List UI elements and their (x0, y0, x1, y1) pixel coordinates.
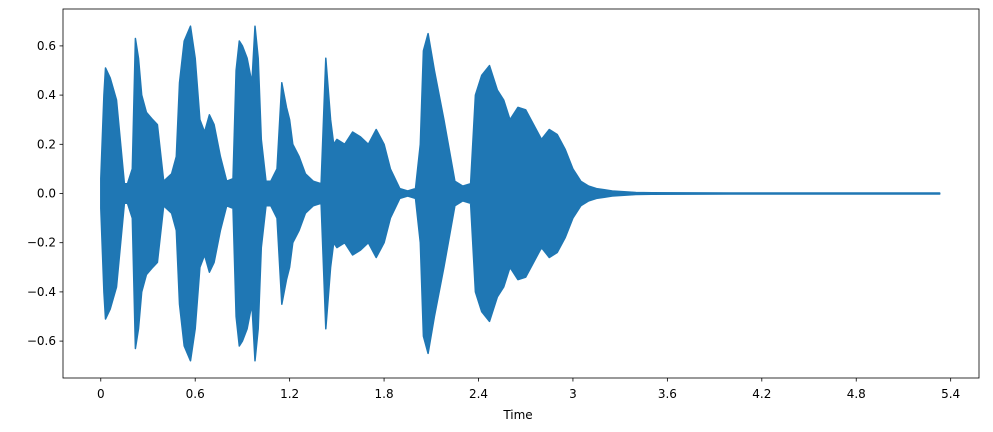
x-tick-label: 3 (569, 387, 577, 401)
y-tick-label: 0.6 (37, 39, 56, 53)
y-tick-label: −0.4 (27, 285, 56, 299)
x-tick-label: 3.6 (658, 387, 677, 401)
y-tick-label: 0.0 (37, 187, 56, 201)
x-axis-label: Time (502, 408, 532, 422)
waveform-series (100, 25, 941, 362)
y-tick-label: −0.6 (27, 334, 56, 348)
x-axis: 0 0.6 1.2 1.8 2.4 3 3.6 4.2 4.8 5.4 (97, 378, 960, 401)
x-tick-label: 1.8 (375, 387, 394, 401)
x-tick-label: 4.2 (752, 387, 771, 401)
y-tick-label: 0.4 (37, 88, 56, 102)
y-axis: 0.6 0.4 0.2 0.0 −0.2 −0.4 −0.6 (27, 39, 63, 348)
y-tick-label: 0.2 (37, 137, 56, 151)
x-tick-label: 4.8 (847, 387, 866, 401)
x-tick-label: 0.6 (186, 387, 205, 401)
x-tick-label: 5.4 (941, 387, 960, 401)
x-tick-label: 0 (97, 387, 105, 401)
y-tick-label: −0.2 (27, 236, 56, 250)
x-tick-label: 2.4 (469, 387, 488, 401)
x-tick-label: 1.2 (280, 387, 299, 401)
waveform-layer (100, 25, 941, 362)
